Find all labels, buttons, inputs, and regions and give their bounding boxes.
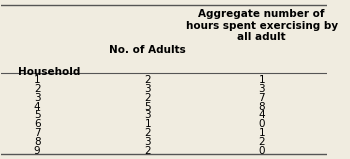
Text: 7: 7 [258, 93, 265, 103]
Text: 3: 3 [145, 84, 151, 94]
Text: Household: Household [18, 67, 80, 77]
Text: 1: 1 [258, 75, 265, 85]
Text: 2: 2 [34, 84, 41, 94]
Text: 2: 2 [145, 146, 151, 156]
Text: 3: 3 [258, 84, 265, 94]
Text: 2: 2 [258, 137, 265, 147]
Text: 3: 3 [145, 137, 151, 147]
Text: 3: 3 [145, 111, 151, 120]
Text: 8: 8 [34, 137, 41, 147]
Text: 4: 4 [258, 111, 265, 120]
Text: Aggregate number of
hours spent exercising by
all adult: Aggregate number of hours spent exercisi… [186, 9, 338, 42]
Text: 1: 1 [145, 119, 151, 129]
Text: 1: 1 [34, 75, 41, 85]
Text: 4: 4 [34, 102, 41, 112]
Text: 0: 0 [258, 119, 265, 129]
Text: 2: 2 [145, 75, 151, 85]
Text: 2: 2 [145, 93, 151, 103]
Text: No. of Adults: No. of Adults [110, 45, 186, 55]
Text: 8: 8 [258, 102, 265, 112]
Text: 9: 9 [34, 146, 41, 156]
Text: 7: 7 [34, 128, 41, 138]
Text: 0: 0 [258, 146, 265, 156]
Text: 6: 6 [34, 119, 41, 129]
Text: 5: 5 [145, 102, 151, 112]
Text: 5: 5 [34, 111, 41, 120]
Text: 1: 1 [258, 128, 265, 138]
Text: 2: 2 [145, 128, 151, 138]
Text: 3: 3 [34, 93, 41, 103]
